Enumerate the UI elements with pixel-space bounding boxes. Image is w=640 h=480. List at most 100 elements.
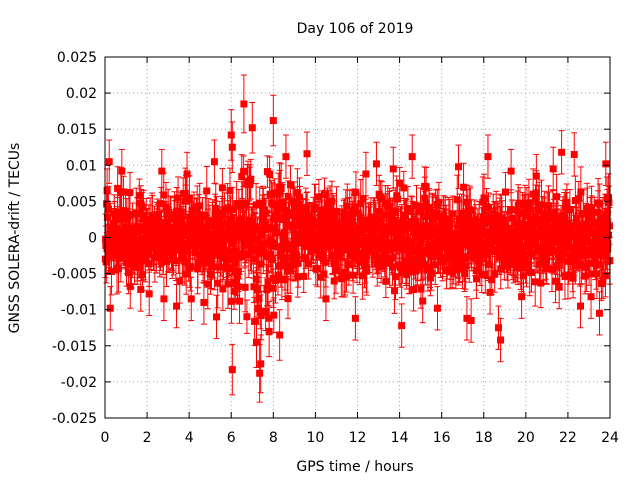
point-marker (443, 267, 451, 275)
point-marker (404, 224, 412, 232)
point-marker (328, 197, 336, 205)
point-marker (256, 308, 264, 316)
point-marker (424, 241, 432, 249)
point-marker (245, 250, 253, 258)
point-marker (205, 237, 213, 245)
point-marker (455, 253, 463, 261)
point-marker (123, 251, 131, 259)
point-marker (374, 215, 382, 223)
point-marker (225, 234, 233, 242)
point-marker (394, 228, 402, 236)
point-marker (256, 226, 264, 234)
point-marker (138, 203, 146, 211)
point-marker (286, 181, 294, 189)
data-point (247, 158, 255, 200)
point-marker (261, 206, 269, 214)
point-marker (271, 215, 279, 223)
point-marker (134, 227, 142, 235)
point-marker (241, 283, 249, 291)
point-marker (134, 254, 142, 262)
point-marker (238, 173, 246, 181)
point-marker (157, 200, 165, 208)
point-marker (160, 191, 168, 199)
point-marker (359, 272, 367, 280)
point-marker (251, 317, 259, 325)
point-marker (416, 236, 424, 244)
point-marker (392, 232, 400, 240)
point-marker (244, 226, 252, 234)
point-marker (314, 237, 322, 245)
point-marker (346, 223, 354, 231)
point-marker (231, 228, 239, 236)
point-marker (407, 237, 415, 245)
point-marker (178, 235, 186, 243)
point-marker (125, 237, 133, 245)
point-marker (313, 265, 321, 273)
point-marker (255, 294, 263, 302)
point-marker (284, 241, 292, 249)
point-marker (391, 287, 399, 295)
point-marker (402, 220, 410, 228)
point-marker (176, 277, 184, 285)
point-marker (257, 312, 265, 320)
point-marker (427, 249, 435, 257)
point-marker (145, 260, 153, 268)
point-marker (342, 211, 350, 219)
point-marker (103, 200, 111, 208)
point-marker (115, 247, 123, 255)
point-marker (214, 279, 222, 287)
point-marker (162, 257, 170, 265)
point-marker (380, 240, 388, 248)
point-marker (242, 201, 250, 209)
point-marker (266, 191, 274, 199)
point-marker (456, 221, 464, 229)
point-marker (355, 234, 363, 242)
point-marker (138, 257, 146, 265)
point-marker (377, 263, 385, 271)
point-marker (342, 272, 350, 280)
point-marker (443, 226, 451, 234)
point-marker (236, 297, 244, 305)
point-marker (130, 231, 138, 239)
point-marker (433, 232, 441, 240)
point-marker (218, 184, 226, 192)
point-marker (331, 259, 339, 267)
point-marker (210, 263, 218, 271)
point-marker (252, 201, 260, 209)
point-marker (445, 215, 453, 223)
point-marker (237, 253, 245, 261)
point-marker (433, 210, 441, 218)
point-marker (383, 211, 391, 219)
point-marker (359, 195, 367, 203)
point-marker (257, 260, 265, 268)
point-marker (348, 218, 356, 226)
point-marker (448, 268, 456, 276)
point-marker (192, 219, 200, 227)
point-marker (420, 249, 428, 257)
data-point (238, 154, 246, 199)
point-marker (343, 202, 351, 210)
point-marker (432, 239, 440, 247)
point-marker (276, 215, 284, 223)
data-series (101, 74, 614, 403)
point-marker (410, 286, 418, 294)
point-marker (415, 222, 423, 230)
point-marker (224, 251, 232, 259)
point-marker (459, 240, 467, 248)
point-marker (271, 277, 279, 285)
point-marker (386, 259, 394, 267)
point-marker (228, 264, 236, 272)
point-marker (407, 207, 415, 215)
point-marker (123, 258, 131, 266)
point-marker (363, 251, 371, 259)
point-marker (450, 251, 458, 259)
point-marker (336, 245, 344, 253)
point-marker (187, 263, 195, 271)
point-marker (277, 185, 285, 193)
point-marker (206, 270, 214, 278)
point-marker (259, 247, 267, 255)
point-marker (435, 198, 443, 206)
point-marker (356, 258, 364, 266)
point-marker (327, 238, 335, 246)
